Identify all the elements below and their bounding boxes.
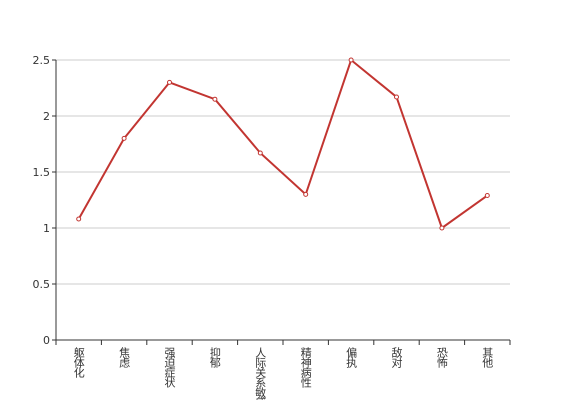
x-tick-label: 其他	[481, 347, 494, 368]
line	[77, 58, 488, 230]
point	[257, 150, 263, 156]
x-tick-label: 抑郁	[208, 346, 221, 368]
point	[303, 191, 309, 197]
x-tick-label: 偏执	[345, 346, 358, 369]
point	[212, 96, 218, 102]
x-tick-label: 恐怖	[435, 347, 448, 368]
point	[484, 193, 490, 199]
x-tick-label: 敌对	[390, 346, 403, 368]
y-tick-label: 2.5	[33, 54, 51, 67]
point	[167, 79, 172, 85]
x-tick-label: 精神病性	[299, 347, 312, 389]
y-tick-label: 0.5	[33, 278, 51, 291]
y-tick-label: 1.5	[33, 166, 51, 179]
y-tick-label: 2	[43, 110, 50, 123]
point	[348, 57, 354, 63]
point	[439, 225, 445, 231]
x-tick-label: 躯体化	[72, 347, 85, 379]
x-tick-label: 焦虑	[118, 347, 131, 368]
y-tick-label: 0	[43, 334, 50, 347]
y-tick-label: 1	[43, 222, 50, 235]
point	[394, 94, 399, 100]
x-tick-label: 强迫症状	[163, 347, 176, 388]
point	[121, 135, 127, 141]
point	[76, 216, 82, 222]
x-tick-label: 人际关系敏感	[254, 347, 267, 400]
